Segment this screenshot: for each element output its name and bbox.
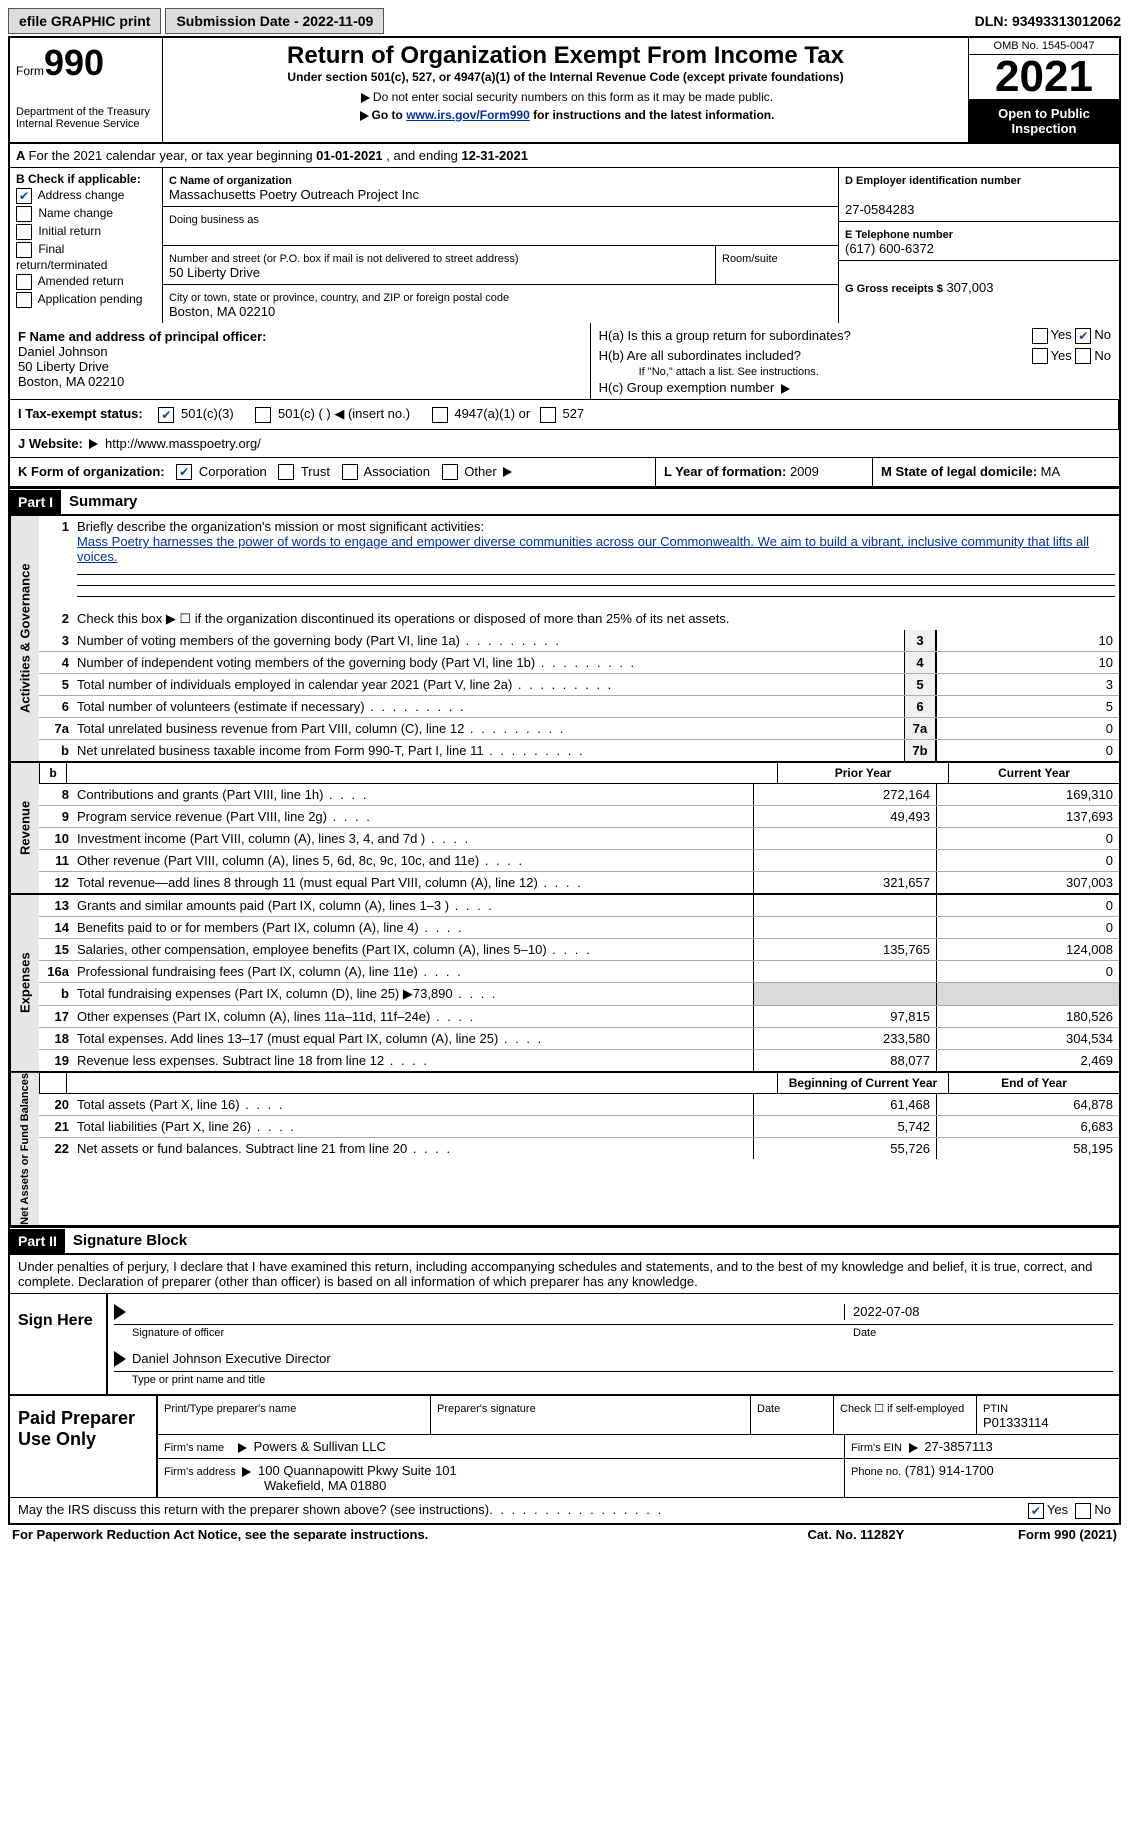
dln-label: DLN: 93493313012062 xyxy=(975,13,1121,29)
page-footer: For Paperwork Reduction Act Notice, see … xyxy=(8,1525,1121,1544)
arrow-icon xyxy=(114,1351,126,1367)
sign-section: Sign Here 2022-07-08 Signature of office… xyxy=(8,1294,1121,1396)
submission-date-button[interactable]: Submission Date - 2022-11-09 xyxy=(165,8,384,34)
form-subtitle: Under section 501(c), 527, or 4947(a)(1)… xyxy=(169,70,962,84)
declaration-text: Under penalties of perjury, I declare th… xyxy=(8,1255,1121,1294)
ha-yes-checkbox[interactable] xyxy=(1032,328,1048,344)
gross-receipts: 307,003 xyxy=(946,280,993,295)
open-inspection: Open to Public Inspection xyxy=(969,100,1119,142)
form-title: Return of Organization Exempt From Incom… xyxy=(169,42,962,70)
arrow-icon xyxy=(114,1304,126,1320)
top-bar: efile GRAPHIC print Submission Date - 20… xyxy=(8,8,1121,34)
b-check-5[interactable] xyxy=(16,292,32,308)
officer-name: Daniel Johnson xyxy=(18,344,108,359)
state-domicile: MA xyxy=(1041,464,1061,479)
efile-button[interactable]: efile GRAPHIC print xyxy=(8,8,161,34)
expenses-section: Expenses 13Grants and similar amounts pa… xyxy=(8,895,1121,1073)
firm-phone: (781) 914-1700 xyxy=(905,1463,994,1478)
firm-ein: 27-3857113 xyxy=(924,1439,992,1454)
dept-treasury: Department of the Treasury Internal Reve… xyxy=(16,106,156,130)
form-header: Form990 Department of the Treasury Inter… xyxy=(8,36,1121,144)
discuss-no-checkbox[interactable] xyxy=(1075,1503,1091,1519)
corp-checkbox[interactable] xyxy=(176,464,192,480)
irs-link[interactable]: www.irs.gov/Form990 xyxy=(406,108,530,122)
hb-no-checkbox[interactable] xyxy=(1075,348,1091,364)
b-check-1[interactable] xyxy=(16,206,32,222)
501c3-checkbox[interactable] xyxy=(158,407,174,423)
form-label: Form xyxy=(16,64,44,78)
ha-no-checkbox[interactable] xyxy=(1075,328,1091,344)
netassets-section: Net Assets or Fund Balances Beginning of… xyxy=(8,1073,1121,1227)
ein: 27-0584283 xyxy=(845,202,914,217)
officer-printed-name: Daniel Johnson Executive Director xyxy=(132,1351,331,1367)
mission-text: Mass Poetry harnesses the power of words… xyxy=(77,534,1089,564)
form-number: 990 xyxy=(44,42,104,83)
telephone: (617) 600-6372 xyxy=(845,241,934,256)
section-f-h: F Name and address of principal officer:… xyxy=(8,323,1121,400)
tax-year: 2021 xyxy=(969,55,1119,100)
b-check-4[interactable] xyxy=(16,274,32,290)
year-formation: 2009 xyxy=(790,464,819,479)
part1-header-bar: Part I Summary xyxy=(8,488,1121,516)
part2-header-bar: Part II Signature Block xyxy=(8,1227,1121,1255)
ptin: P01333114 xyxy=(983,1415,1049,1430)
org-name: Massachusetts Poetry Outreach Project In… xyxy=(169,187,419,202)
website-url[interactable]: http://www.masspoetry.org/ xyxy=(105,436,261,451)
activities-governance-section: Activities & Governance 1 Briefly descri… xyxy=(8,516,1121,763)
org-street: 50 Liberty Drive xyxy=(169,265,260,280)
firm-name: Powers & Sullivan LLC xyxy=(254,1439,386,1454)
discuss-row: May the IRS discuss this return with the… xyxy=(8,1498,1121,1525)
paid-preparer-section: Paid Preparer Use Only Print/Type prepar… xyxy=(8,1396,1121,1498)
b-check-2[interactable] xyxy=(16,224,32,240)
note-ssn: Do not enter social security numbers on … xyxy=(373,90,773,104)
firm-address: 100 Quannapowitt Pkwy Suite 101 xyxy=(258,1463,457,1478)
revenue-section: Revenue b Prior Year Current Year 8Contr… xyxy=(8,763,1121,895)
hb-yes-checkbox[interactable] xyxy=(1032,348,1048,364)
sign-date: 2022-07-08 xyxy=(844,1304,1113,1320)
b-check-0[interactable] xyxy=(16,188,32,204)
row-a-tax-year: A For the 2021 calendar year, or tax yea… xyxy=(8,144,1121,168)
org-city: Boston, MA 02210 xyxy=(169,304,275,319)
discuss-yes-checkbox[interactable] xyxy=(1028,1503,1044,1519)
section-b-to-g: B Check if applicable: Address change Na… xyxy=(8,168,1121,323)
b-check-3[interactable] xyxy=(16,242,32,258)
